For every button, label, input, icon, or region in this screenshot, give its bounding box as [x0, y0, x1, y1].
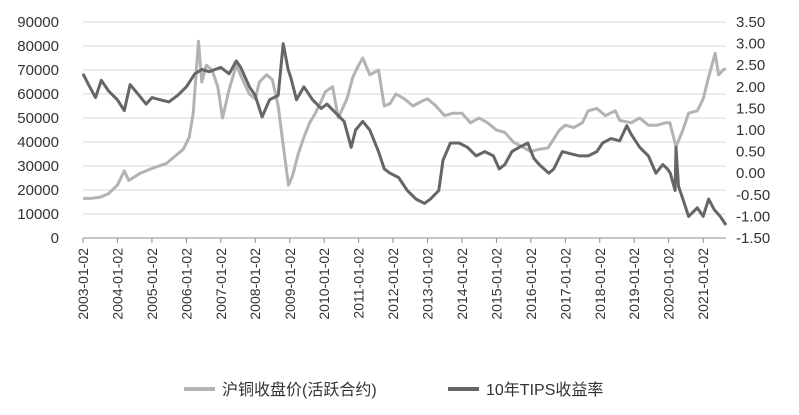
right-tick--0.50: -0.50: [736, 187, 770, 204]
series-line-1: [81, 42, 728, 226]
right-tick-1.00: 1.00: [736, 122, 765, 139]
left-axis-tick-labels: 0 10000 20000 30000 40000 50000 60000 70000 8000…: [17, 14, 59, 247]
right-tick--1.00: -1.00: [736, 208, 770, 225]
left-tick-50000: 50000: [17, 110, 59, 127]
axes: [82, 237, 726, 243]
left-tick-70000: 70000: [17, 62, 59, 79]
x-tick-2009-01-02: 2009-01-02: [282, 248, 298, 320]
x-axis-tick-labels: 2003-01-02 2004-01-02 2005-01-02 2006-01-02…: [75, 248, 711, 320]
right-tick-2.00: 2.00: [736, 79, 765, 96]
left-tick-0: 0: [51, 230, 59, 247]
x-tick-2010-01-02: 2010-01-02: [316, 248, 332, 320]
x-tick-2015-01-02: 2015-01-02: [488, 248, 504, 320]
legend: 沪铜收盘价(活跃合约) 10年TIPS收益率: [184, 380, 603, 399]
right-tick-2.50: 2.50: [736, 57, 765, 74]
right-axis-tick-labels: -1.50 -1.00 -0.50 0.00 0.50 1.00 1.50 2.00 2.50 3…: [736, 14, 770, 247]
right-tick-3.00: 3.00: [736, 36, 765, 53]
left-tick-10000: 10000: [17, 206, 59, 223]
right-tick-1.50: 1.50: [736, 100, 765, 117]
x-tick-2007-01-02: 2007-01-02: [213, 248, 229, 320]
x-tick-2011-01-02: 2011-01-02: [351, 248, 367, 319]
legend-label-copy-price: 沪铜收盘价(活跃合约): [222, 380, 377, 399]
left-tick-20000: 20000: [17, 182, 59, 199]
series-lines: [81, 39, 728, 226]
x-tick-2006-01-02: 2006-01-02: [178, 248, 194, 320]
x-tick-2013-01-02: 2013-01-02: [420, 248, 436, 320]
x-tick-2018-01-02: 2018-01-02: [592, 248, 608, 320]
x-tick-2016-01-02: 2016-01-02: [523, 248, 539, 320]
x-tick-2020-01-02: 2020-01-02: [661, 248, 677, 320]
legend-label-tips-yield: 10年TIPS收益率: [486, 381, 603, 399]
left-tick-60000: 60000: [17, 86, 59, 103]
left-tick-80000: 80000: [17, 38, 59, 55]
left-tick-40000: 40000: [17, 134, 59, 151]
left-tick-90000: 90000: [17, 14, 59, 31]
x-tick-2017-01-02: 2017-01-02: [557, 248, 573, 320]
gridlines: [83, 21, 726, 215]
right-tick-0.50: 0.50: [736, 144, 765, 161]
x-tick-2005-01-02: 2005-01-02: [144, 248, 160, 320]
right-tick-3.50: 3.50: [736, 14, 765, 31]
x-tick-2012-01-02: 2012-01-02: [385, 248, 401, 320]
x-tick-2014-01-02: 2014-01-02: [454, 248, 470, 320]
right-tick-0.00: 0.00: [736, 165, 765, 182]
x-tick-2008-01-02: 2008-01-02: [247, 248, 263, 320]
x-tick-2004-01-02: 2004-01-02: [109, 248, 125, 320]
x-tick-2021-01-02: 2021-01-02: [695, 248, 711, 320]
x-tick-2003-01-02: 2003-01-02: [75, 248, 91, 320]
right-tick--1.50: -1.50: [736, 230, 770, 247]
left-tick-30000: 30000: [17, 158, 59, 175]
x-tick-2019-01-02: 2019-01-02: [626, 248, 642, 320]
series-line-0: [83, 39, 727, 200]
